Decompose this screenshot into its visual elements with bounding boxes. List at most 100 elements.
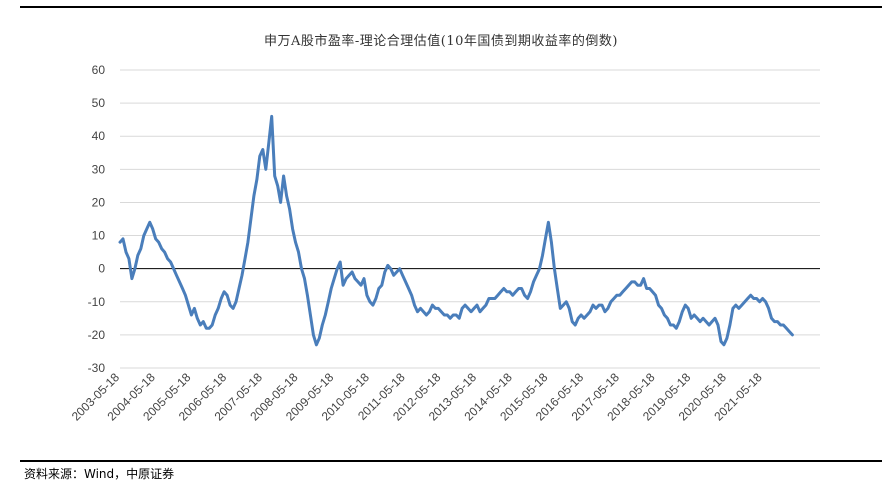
data-point bbox=[134, 267, 136, 270]
source-note: 资料来源：Wind，中原证券 bbox=[24, 467, 175, 481]
data-point bbox=[229, 304, 231, 306]
data-point bbox=[166, 257, 169, 260]
data-point bbox=[309, 314, 312, 316]
data-point bbox=[574, 324, 576, 326]
data-point bbox=[687, 307, 689, 310]
data-point bbox=[291, 228, 294, 230]
data-point bbox=[511, 294, 514, 297]
data-point bbox=[607, 307, 609, 310]
data-point bbox=[720, 340, 722, 343]
data-point bbox=[256, 178, 258, 181]
data-point bbox=[485, 304, 487, 306]
data-point bbox=[571, 320, 573, 323]
data-point bbox=[154, 238, 157, 240]
y-tick-label: -20 bbox=[88, 328, 106, 342]
data-point bbox=[645, 287, 648, 290]
data-point bbox=[205, 327, 208, 330]
data-point bbox=[288, 208, 291, 210]
data-point bbox=[577, 317, 579, 320]
y-tick-label: 50 bbox=[92, 96, 106, 110]
data-point bbox=[586, 314, 588, 316]
data-point bbox=[119, 241, 121, 243]
data-point bbox=[467, 307, 469, 310]
data-point bbox=[619, 294, 621, 297]
data-point bbox=[723, 344, 725, 346]
data-point bbox=[327, 301, 330, 303]
data-point bbox=[517, 287, 520, 290]
data-point bbox=[595, 307, 597, 310]
data-point bbox=[375, 297, 377, 300]
data-point bbox=[413, 304, 416, 306]
data-point bbox=[458, 317, 461, 320]
data-point bbox=[758, 301, 761, 303]
data-point bbox=[428, 310, 431, 313]
data-point bbox=[381, 284, 383, 287]
data-point bbox=[223, 291, 225, 293]
data-point bbox=[627, 284, 630, 287]
data-point bbox=[407, 287, 410, 290]
data-point bbox=[666, 317, 669, 320]
data-point bbox=[238, 287, 240, 290]
data-point bbox=[639, 284, 642, 287]
data-point bbox=[220, 297, 222, 300]
data-point bbox=[464, 304, 466, 306]
data-point bbox=[312, 334, 315, 336]
data-point bbox=[523, 294, 526, 297]
data-point bbox=[151, 228, 154, 230]
data-point bbox=[178, 281, 181, 283]
data-point bbox=[654, 294, 657, 297]
data-point bbox=[187, 304, 190, 306]
data-point bbox=[211, 324, 213, 326]
data-point bbox=[360, 284, 362, 287]
series-layer bbox=[118, 114, 794, 347]
y-tick-label: 0 bbox=[98, 262, 105, 276]
y-axis-tick-labels: 60 50 40 30 20 10 0 -10 -20 -30 bbox=[88, 63, 106, 375]
data-point bbox=[452, 314, 455, 316]
data-point bbox=[583, 317, 585, 320]
data-point bbox=[443, 314, 446, 316]
data-point bbox=[473, 307, 475, 310]
y-tick-label: 20 bbox=[92, 195, 106, 209]
data-point bbox=[604, 310, 606, 313]
data-point bbox=[702, 317, 704, 320]
data-point bbox=[389, 267, 392, 270]
data-point bbox=[770, 317, 773, 320]
data-point bbox=[253, 195, 255, 197]
data-point bbox=[163, 251, 166, 253]
data-point bbox=[729, 324, 731, 326]
data-point bbox=[196, 317, 199, 320]
data-point bbox=[642, 277, 645, 280]
data-point bbox=[589, 310, 591, 313]
data-point bbox=[488, 297, 490, 300]
data-point bbox=[550, 241, 553, 243]
data-point bbox=[601, 304, 603, 306]
data-point bbox=[711, 320, 713, 323]
data-point bbox=[437, 307, 440, 310]
data-point bbox=[699, 320, 701, 323]
data-point bbox=[476, 304, 478, 306]
y-tick-label: 40 bbox=[92, 129, 106, 143]
data-point bbox=[262, 148, 264, 151]
data-point bbox=[202, 320, 205, 323]
data-point bbox=[184, 294, 187, 297]
data-point bbox=[714, 317, 716, 320]
data-point bbox=[791, 334, 794, 336]
data-point bbox=[529, 291, 532, 293]
data-point bbox=[285, 195, 288, 197]
data-point bbox=[598, 304, 600, 306]
data-point bbox=[553, 267, 556, 270]
data-point bbox=[363, 277, 365, 280]
data-point bbox=[690, 317, 692, 320]
data-point bbox=[384, 271, 386, 273]
data-point bbox=[351, 271, 353, 273]
data-point bbox=[294, 241, 297, 243]
data-point bbox=[494, 297, 496, 300]
data-point bbox=[128, 257, 130, 260]
data-point bbox=[565, 301, 568, 303]
data-point bbox=[214, 314, 216, 316]
data-point bbox=[339, 261, 342, 263]
data-point bbox=[149, 221, 151, 224]
data-point bbox=[190, 314, 193, 316]
data-point bbox=[556, 287, 559, 290]
